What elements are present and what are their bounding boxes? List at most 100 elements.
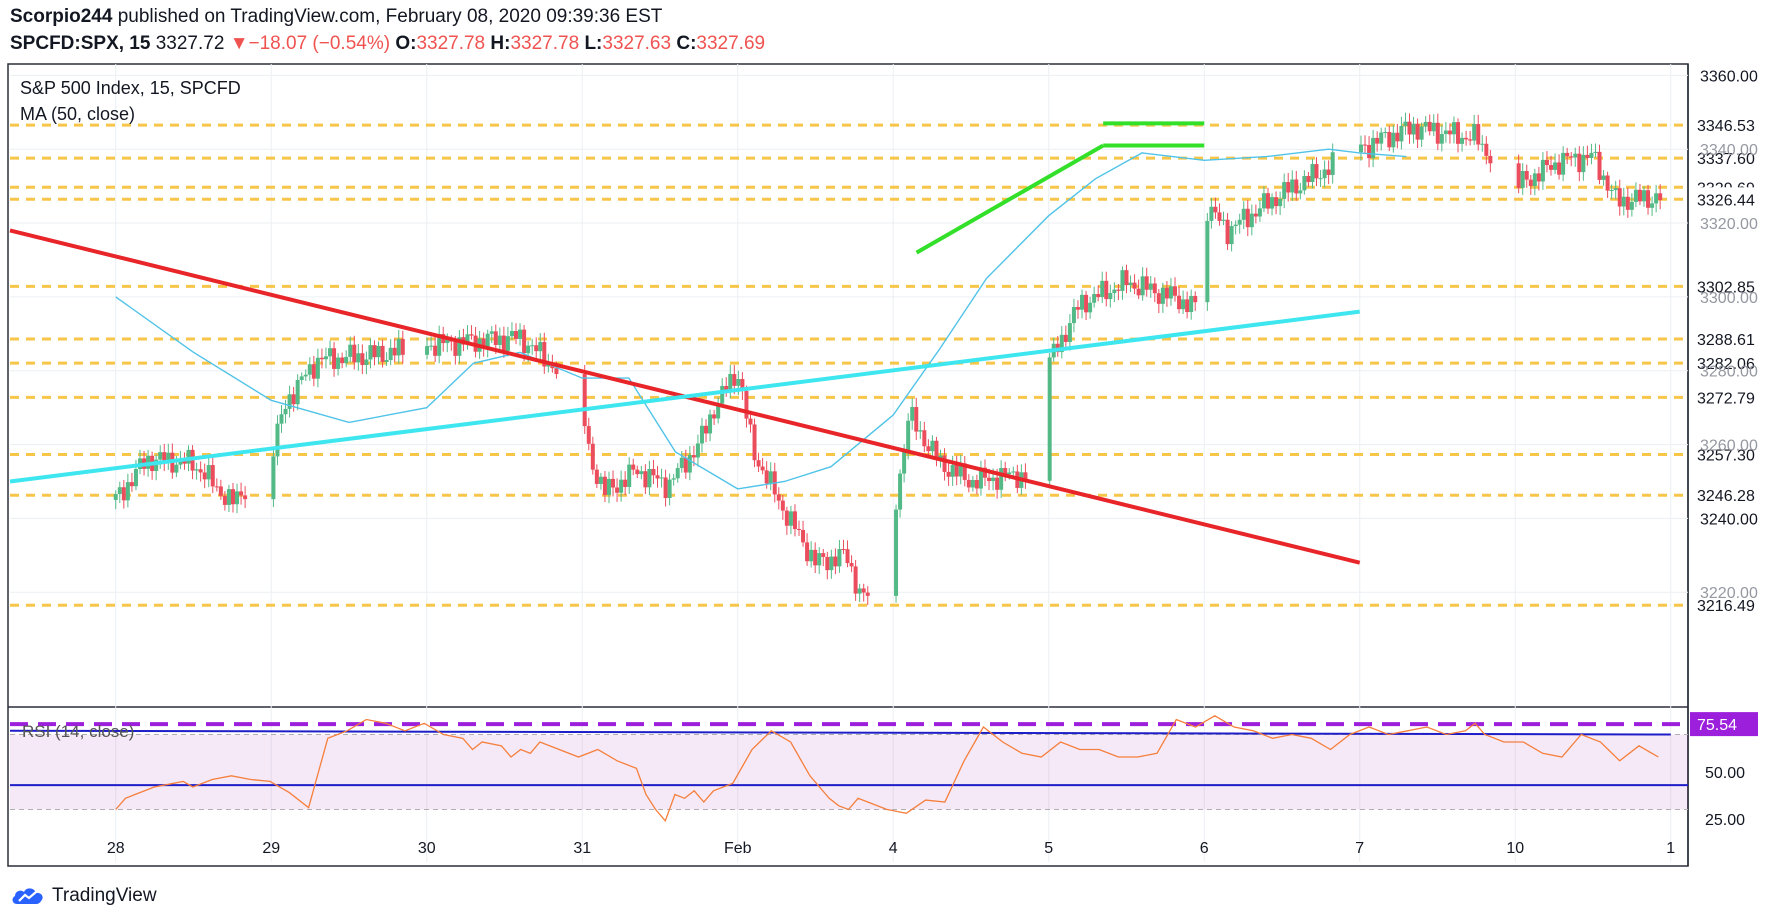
candle-body (1637, 189, 1642, 202)
candle-body (1641, 190, 1646, 202)
candle-body (671, 478, 676, 480)
candle-body (396, 338, 401, 356)
candle-body (1257, 208, 1262, 217)
candle-body (906, 420, 911, 451)
rsi-tick-label: 25.00 (1705, 812, 1745, 829)
candle-body (1593, 151, 1598, 153)
candle-body (129, 482, 134, 487)
time-tick-label: 28 (107, 840, 125, 857)
candle-body (481, 338, 486, 349)
candle-body (307, 364, 312, 375)
candle-body (817, 553, 822, 566)
candle-body (1371, 137, 1376, 159)
price-level-tag (1690, 351, 1774, 376)
candle-body (1209, 206, 1214, 221)
candle-body (1585, 154, 1590, 158)
candle-body (465, 334, 470, 345)
candle-body (226, 489, 231, 505)
candle-body (991, 477, 996, 482)
candle-body (1318, 178, 1323, 180)
candle-body (501, 335, 506, 351)
candle-body (125, 482, 130, 501)
candle-body (1080, 294, 1085, 310)
candle-body (922, 430, 927, 447)
tradingview-logo[interactable]: TradingView (10, 884, 157, 908)
candle-body (788, 511, 793, 526)
candle-body (1488, 155, 1493, 164)
candle-body (1225, 219, 1230, 245)
trendlines[interactable] (9, 121, 1361, 565)
candle-body (1023, 472, 1028, 481)
candle-body (360, 353, 365, 365)
candle-body (1282, 182, 1287, 199)
candle-body (1003, 467, 1008, 475)
candle-body (1290, 179, 1295, 193)
candle-body (962, 463, 967, 480)
candle-body (1249, 213, 1254, 228)
candle-body (586, 426, 591, 444)
candle-body (1298, 190, 1303, 194)
candle-body (1561, 152, 1566, 175)
candle-body (113, 494, 118, 500)
price-level-label: 3246.28 (1697, 488, 1755, 505)
candle-body (311, 364, 316, 379)
candle-body (1310, 164, 1315, 183)
candle-body (1124, 270, 1129, 286)
candle-body (894, 509, 899, 596)
candle-body (1245, 208, 1250, 228)
price-tick-label: 3260.00 (1700, 438, 1758, 455)
rsi-upper-hline (9, 729, 1671, 736)
candle-body (1181, 299, 1186, 310)
candle-body (829, 556, 834, 571)
candle-body (542, 341, 547, 367)
ohlc-legend: SPCFD:SPX, 15 3327.72 ▼−18.07 (−0.54%) O… (10, 33, 765, 55)
candle-body (1148, 283, 1153, 290)
candle-body (1132, 282, 1137, 289)
candle-body (174, 464, 179, 473)
candle-body (1395, 132, 1400, 142)
candle-body (1528, 179, 1533, 187)
price-tick-label: 3220.00 (1700, 585, 1758, 602)
candle-body (1597, 151, 1602, 180)
candle-body (162, 452, 167, 463)
candle-body (1427, 121, 1432, 132)
price-tick-label: 3340.00 (1700, 142, 1758, 159)
candle-body (299, 376, 304, 380)
candle-body (336, 357, 341, 369)
candle-body (1480, 143, 1485, 145)
candle-body (509, 331, 514, 337)
candle-body (1573, 153, 1578, 158)
ma-legend: MA (50, close) (20, 104, 135, 124)
candle-body (821, 553, 826, 557)
rsi-value-label: 75.54 (1697, 717, 1737, 734)
candle-body (1084, 294, 1089, 313)
candle-body (1213, 206, 1218, 213)
candle-body (720, 385, 725, 404)
candle-body (732, 374, 737, 386)
candle-body (744, 390, 749, 419)
candle-body (659, 477, 664, 479)
candle-body (194, 469, 199, 471)
rsi-band (10, 734, 1688, 810)
candle-body (1112, 289, 1117, 294)
candle-body (995, 477, 1000, 490)
candle-body (279, 414, 284, 424)
candle-body (1617, 188, 1622, 207)
high-value: 3327.78 (510, 33, 580, 54)
candle-body (121, 487, 126, 501)
candle-body (1629, 201, 1634, 210)
low-label: L: (584, 33, 603, 54)
candle-body (970, 480, 975, 488)
candle-body (1532, 173, 1537, 187)
candle-body (1650, 203, 1655, 208)
candle-body (1613, 188, 1618, 191)
candle-body (1067, 323, 1072, 342)
close-value: 3327.69 (696, 33, 766, 54)
candle-body (368, 345, 373, 360)
candle-body (332, 348, 337, 369)
candle-body (1108, 293, 1113, 300)
time-tick-label: 5 (1044, 840, 1053, 857)
author-name[interactable]: Scorpio244 (10, 6, 113, 27)
candle-body (1456, 122, 1461, 144)
